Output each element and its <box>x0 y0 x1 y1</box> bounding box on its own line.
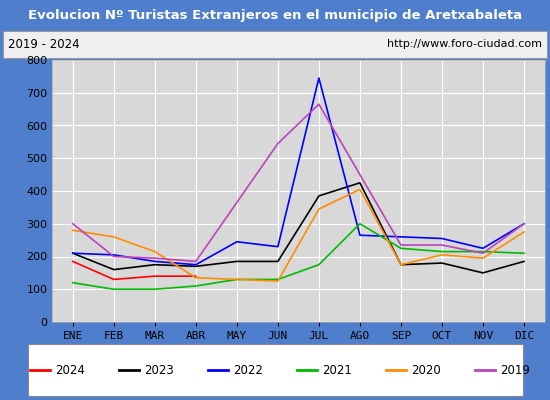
Text: Evolucion Nº Turistas Extranjeros en el municipio de Aretxabaleta: Evolucion Nº Turistas Extranjeros en el … <box>28 8 522 22</box>
Text: 2023: 2023 <box>144 364 174 376</box>
Text: 2020: 2020 <box>411 364 441 376</box>
Text: http://www.foro-ciudad.com: http://www.foro-ciudad.com <box>387 39 542 49</box>
Text: 2019 - 2024: 2019 - 2024 <box>8 38 80 51</box>
Text: 2021: 2021 <box>322 364 352 376</box>
Text: 2024: 2024 <box>55 364 85 376</box>
Text: 2022: 2022 <box>233 364 263 376</box>
Text: 2019: 2019 <box>500 364 530 376</box>
